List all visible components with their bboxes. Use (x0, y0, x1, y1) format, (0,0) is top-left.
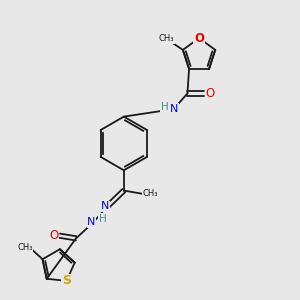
Text: O: O (194, 32, 204, 45)
Text: S: S (62, 274, 71, 287)
Text: H: H (161, 101, 168, 112)
Text: N: N (170, 104, 178, 114)
Text: CH₃: CH₃ (159, 34, 174, 43)
Text: H: H (99, 214, 107, 224)
Text: O: O (49, 229, 58, 242)
Text: CH₃: CH₃ (142, 189, 158, 198)
Text: CH₃: CH₃ (17, 243, 33, 252)
Text: N: N (87, 217, 96, 227)
Text: O: O (206, 87, 215, 100)
Text: N: N (101, 201, 110, 211)
